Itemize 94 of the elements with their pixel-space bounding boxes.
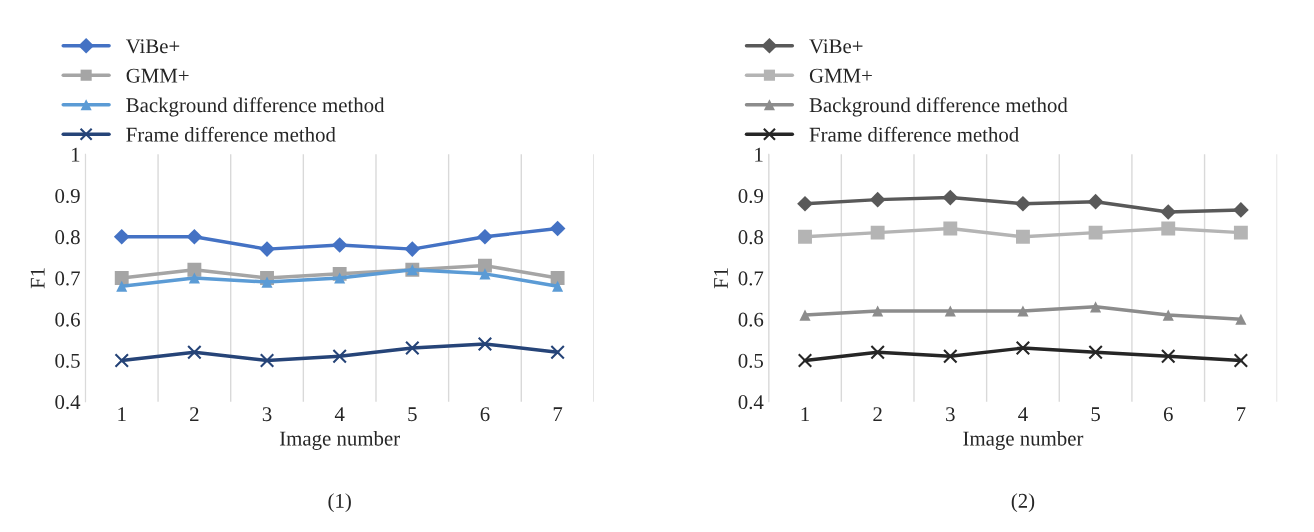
y-tick-label: 0.6 [55,312,80,327]
point [1162,309,1174,321]
point [404,241,421,257]
point [331,237,348,253]
y-tick-label: 0.4 [55,395,81,410]
x-axis-title: Image number [963,430,1084,450]
x-tick-label: 3 [946,407,955,422]
point [186,228,203,245]
point [870,344,885,360]
legend-label: ViBe+ [809,39,863,54]
point [1016,229,1030,244]
point [549,220,566,237]
x-tick-label: 3 [262,407,272,422]
legend-label: GMM+ [126,68,189,83]
point [797,353,813,368]
point [1088,344,1103,360]
legend-label: Background difference method [126,97,385,117]
point [942,189,959,206]
x-tick-label: 4 [1018,407,1028,421]
y-tick-label: 0.9 [738,188,763,204]
point [943,221,958,236]
point [1015,340,1031,356]
point [478,258,492,273]
legend-label: Frame difference method [126,126,336,142]
point [479,268,491,280]
y-tick-label: 0.7 [55,271,80,286]
point [116,280,128,292]
point [113,228,130,245]
point [870,225,885,240]
point [1233,202,1249,218]
y-tick-label: 0.7 [738,271,764,286]
point [799,309,811,321]
point [1160,204,1177,220]
point [405,340,420,356]
point [798,229,812,244]
point [944,305,956,317]
point [261,276,273,288]
x-tick-label: 6 [1163,407,1173,422]
x-tick-label: 2 [190,407,199,421]
y-tick-label: 0.5 [55,353,80,368]
legend-label: ViBe+ [125,39,180,54]
point [1235,313,1247,325]
legend-label: Background difference method [809,97,1068,117]
x-tick-label: 4 [334,407,345,421]
point [1088,225,1103,240]
point [1233,225,1248,240]
point [259,241,275,257]
y-axis-title: F1 [30,268,45,289]
point [869,191,886,208]
point [114,353,130,368]
y-tick-label: 0.8 [738,230,764,245]
point [332,349,347,364]
point [1090,301,1102,313]
point [1017,305,1029,317]
y-tick-label: 1 [755,147,763,162]
point [477,336,493,352]
x-tick-label: 5 [1091,407,1100,422]
point [334,272,346,284]
point [188,272,200,284]
point [552,280,564,292]
y-tick-label: 0.5 [738,353,764,368]
point [114,271,129,285]
x-tick-label: 1 [118,407,126,421]
x-tick-label: 1 [801,407,809,421]
point [1160,349,1176,364]
legend-label: Frame difference method [809,126,1019,142]
point [1233,353,1249,368]
x-tick-label: 7 [553,407,563,421]
y-tick-label: 1 [71,147,80,162]
point [872,305,884,317]
point [1161,221,1176,236]
y-tick-label: 0.9 [55,188,80,204]
y-tick-label: 0.8 [55,230,80,245]
y-tick-label: 0.4 [738,395,764,410]
y-axis-title: F1 [714,268,728,289]
point [1087,193,1104,210]
point [259,353,275,368]
point [1015,195,1031,212]
point [550,271,565,285]
point [797,195,813,212]
point [187,344,202,360]
point [477,228,493,245]
x-axis-title: Image number [279,430,400,450]
point [187,262,202,277]
text: (1) [328,493,351,513]
point [550,344,565,360]
x-tick-label: 6 [480,407,490,422]
x-tick-label: 7 [1237,407,1246,421]
legend-label: GMM+ [809,68,872,83]
text: (2) [1011,493,1035,513]
x-tick-label: 5 [408,407,417,422]
x-tick-label: 2 [873,407,882,421]
point [943,349,958,364]
y-tick-label: 0.6 [738,312,764,327]
